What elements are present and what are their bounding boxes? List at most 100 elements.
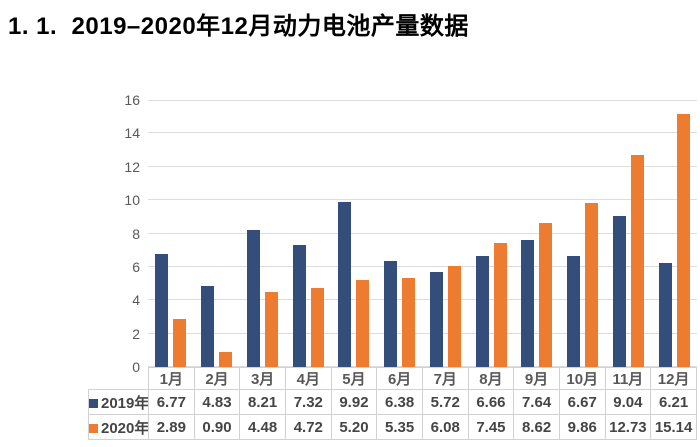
chart-title: 1. 1. 2019–2020年12月动力电池产量数据 bbox=[8, 13, 469, 40]
bar-group-4月 bbox=[285, 100, 331, 367]
gridline bbox=[148, 199, 697, 201]
value-cell-2020年-12月: 15.14 bbox=[650, 414, 697, 440]
value-cell-2019年-10月: 6.67 bbox=[558, 389, 606, 415]
value-cell-2019年-8月: 6.66 bbox=[467, 389, 515, 415]
value-cell-2020年-1月: 2.89 bbox=[148, 414, 195, 440]
value-cell-2019年-9月: 7.64 bbox=[513, 389, 560, 415]
y-axis-label: 2 bbox=[132, 325, 140, 342]
bar-group-5月 bbox=[331, 100, 377, 367]
y-axis-label: 4 bbox=[132, 292, 140, 309]
bar-2019年-4月 bbox=[292, 244, 306, 367]
gridline bbox=[148, 332, 697, 334]
gridline bbox=[148, 265, 697, 267]
gridline bbox=[148, 366, 697, 367]
bar-2019年-9月 bbox=[521, 239, 535, 367]
bar-2020年-9月 bbox=[539, 223, 553, 367]
legend-label: 2019年 bbox=[101, 394, 149, 412]
y-axis-label: 10 bbox=[124, 192, 140, 209]
gridline bbox=[148, 299, 697, 301]
bar-2019年-12月 bbox=[658, 263, 672, 367]
month-label-8月: 8月 bbox=[467, 367, 515, 390]
month-label-9月: 9月 bbox=[513, 367, 560, 390]
value-cell-2019年-7月: 5.72 bbox=[421, 389, 469, 415]
bar-group-1月 bbox=[148, 100, 194, 367]
bar-2019年-7月 bbox=[429, 271, 443, 367]
month-label-5月: 5月 bbox=[330, 367, 378, 390]
bar-2020年-3月 bbox=[264, 292, 278, 367]
month-label-10月: 10月 bbox=[558, 367, 606, 390]
month-label-12月: 12月 bbox=[650, 367, 697, 390]
bar-2019年-5月 bbox=[338, 201, 352, 367]
bar-2020年-12月 bbox=[676, 114, 690, 367]
value-cell-2020年-9月: 8.62 bbox=[513, 414, 560, 440]
bar-2020年-8月 bbox=[493, 242, 507, 367]
value-cell-2020年-7月: 6.08 bbox=[421, 414, 469, 440]
corner-cell bbox=[89, 368, 149, 390]
bar-group-9月 bbox=[514, 100, 560, 367]
series-row-2019年: 2019年 6.77 4.83 8.21 7.32 9.92 6.38 5.72 6.66 7.6… bbox=[88, 389, 697, 415]
y-axis-label: 6 bbox=[132, 258, 140, 275]
y-axis-label: 8 bbox=[132, 225, 140, 242]
value-cell-2020年-3月: 4.48 bbox=[239, 414, 286, 440]
gridline bbox=[148, 100, 697, 101]
plot-area bbox=[148, 100, 697, 367]
gridline bbox=[148, 232, 697, 234]
bar-2020年-4月 bbox=[310, 288, 324, 367]
series-label-cell: 2019年 bbox=[88, 389, 149, 415]
bar-group-3月 bbox=[240, 100, 286, 367]
month-label-3月: 3月 bbox=[239, 367, 286, 390]
legend-label: 2020年 bbox=[101, 419, 149, 437]
value-cell-2020年-6月: 5.35 bbox=[376, 414, 423, 440]
value-cell-2019年-2月: 4.83 bbox=[193, 389, 241, 415]
bar-group-11月 bbox=[606, 100, 652, 367]
y-axis: 0 2 4 6 8 10 12 14 16 bbox=[0, 92, 140, 375]
month-label-6月: 6月 bbox=[376, 367, 423, 390]
gridline bbox=[148, 132, 697, 134]
month-label-2月: 2月 bbox=[193, 367, 241, 390]
month-label-4月: 4月 bbox=[284, 367, 332, 390]
value-cell-2019年-4月: 7.32 bbox=[284, 389, 332, 415]
bar-2019年-3月 bbox=[246, 230, 260, 367]
bar-group-2月 bbox=[194, 100, 240, 367]
value-cell-2019年-5月: 9.92 bbox=[330, 389, 378, 415]
month-header-row: 1月 2月 3月 4月 5月 6月 7月 8月 9月 10月 11月 12月 bbox=[89, 367, 697, 390]
y-axis-label: 14 bbox=[124, 125, 140, 142]
bar-2020年-5月 bbox=[356, 280, 370, 367]
value-cell-2020年-10月: 9.86 bbox=[558, 414, 606, 440]
series-label-cell: 2020年 bbox=[88, 414, 149, 440]
bar-group-10月 bbox=[560, 100, 606, 367]
y-axis-label: 12 bbox=[124, 158, 140, 175]
value-cell-2019年-11月: 9.04 bbox=[604, 389, 652, 415]
bar-2019年-1月 bbox=[155, 254, 169, 367]
month-label-7月: 7月 bbox=[421, 367, 469, 390]
legend-swatch-icon bbox=[89, 398, 98, 408]
value-cell-2019年-6月: 6.38 bbox=[376, 389, 423, 415]
data-table: 1月 2月 3月 4月 5月 6月 7月 8月 9月 10月 11月 12月 2019年 6.77 4.83… bbox=[88, 367, 697, 440]
bar-group-8月 bbox=[468, 100, 514, 367]
value-cell-2020年-4月: 4.72 bbox=[284, 414, 332, 440]
bar-2019年-2月 bbox=[201, 286, 215, 367]
bar-2020年-2月 bbox=[219, 352, 233, 367]
bar-group-6月 bbox=[377, 100, 423, 367]
gridline bbox=[148, 165, 697, 167]
value-cell-2019年-3月: 8.21 bbox=[239, 389, 286, 415]
value-cell-2020年-5月: 5.20 bbox=[330, 414, 378, 440]
value-cell-2020年-2月: 0.90 bbox=[193, 414, 241, 440]
y-axis-label: 0 bbox=[132, 359, 140, 375]
value-cell-2020年-11月: 12.73 bbox=[604, 414, 652, 440]
bar-2020年-7月 bbox=[447, 265, 461, 367]
bar-group-12月 bbox=[651, 100, 697, 367]
bar-2019年-6月 bbox=[384, 260, 398, 367]
value-cell-2019年-1月: 6.77 bbox=[148, 389, 195, 415]
bar-2019年-11月 bbox=[612, 216, 626, 367]
series-row-2020年: 2020年 2.89 0.90 4.48 4.72 5.20 5.35 6.08 7.45 8.6… bbox=[88, 414, 697, 440]
legend-swatch-icon bbox=[89, 423, 98, 433]
bar-2020年-6月 bbox=[402, 277, 416, 367]
month-label-1月: 1月 bbox=[148, 367, 195, 390]
bar-2020年-11月 bbox=[630, 154, 644, 367]
bar-2020年-1月 bbox=[173, 318, 187, 367]
value-cell-2019年-12月: 6.21 bbox=[650, 389, 697, 415]
bar-groups bbox=[148, 100, 697, 367]
bar-2020年-10月 bbox=[585, 202, 599, 367]
